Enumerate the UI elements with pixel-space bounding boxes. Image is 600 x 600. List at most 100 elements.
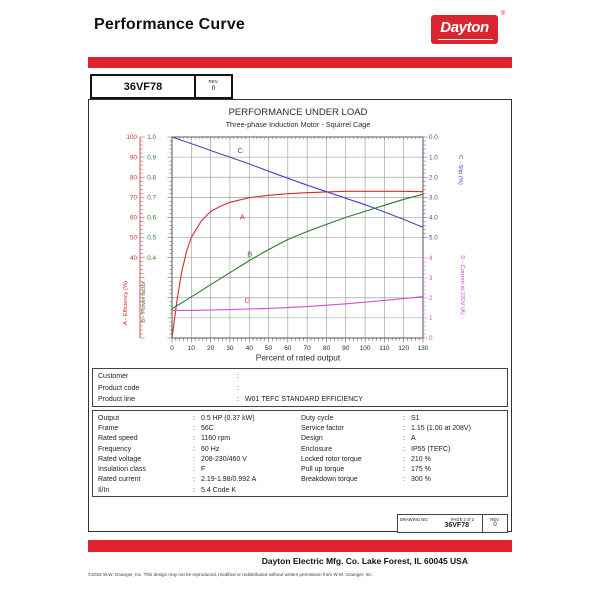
field-value: W01 TEFC STANDARD EFFICIENCY [245,395,363,403]
current-tick-label: 1 [429,315,433,322]
chart-subtitle: Three-phase Induction Motor - Squirrel C… [226,120,371,129]
spec-value: A [411,435,416,443]
power-factor-tick-label: 0.8 [147,174,156,181]
spec-value: IP55 (TEFC) [411,445,451,453]
spec-value: 60 Hz [201,445,220,453]
power-factor-axis-label: B - Power factor [141,281,147,323]
x-tick-label: 110 [379,345,390,352]
current-tick-label: 0 [429,335,433,342]
spec-label: Duty cycle [301,414,334,422]
efficiency-curve-label: A [240,212,245,221]
spec-row: Il/In:5.4 Code K [93,485,507,495]
power-factor-curve-label: B [247,250,252,259]
colon: : [193,466,195,474]
drawing-rev-value: 0 [493,522,497,529]
current-tick-label: 4 [429,255,433,262]
colon: : [403,445,405,453]
spec-value: 175 % [411,466,431,474]
spec-row: Frame:56C Service factor:1.15 (1.00 at 20… [93,423,507,433]
field-label: Product line [98,395,135,403]
footer-copyright: ©2015 W.W. Grainger, Inc. This design ma… [88,572,373,577]
x-tick-label: 20 [207,345,215,352]
x-tick-label: 40 [246,345,254,352]
x-tick-label: 50 [265,345,273,352]
x-tick-label: 30 [226,345,234,352]
current-tick-label: 2 [429,295,433,302]
efficiency-tick-label: 100 [126,134,137,141]
colon: : [193,445,195,453]
spec-label: Rated current [98,476,141,484]
dayton-logo: Dayton ® [431,11,505,44]
x-tick-label: 90 [342,345,350,352]
specs-table: Output:0.5 HP (0.37 kW) Duty cycle: S1 Fram… [92,410,508,497]
efficiency-tick-label: 40 [130,255,138,262]
customer-table: Customer: Product code: Product line: W01 T… [92,368,508,407]
spec-row: Rated voltage:208-230/460 V Locked rotor … [93,454,507,464]
x-tick-label: 60 [284,345,292,352]
colon: : [403,466,405,474]
x-tick-label: 80 [323,345,331,352]
colon: : [237,373,239,381]
efficiency-tick-label: 70 [130,195,138,202]
spec-value: 210 % [411,455,431,463]
slip-tick-label: 5.0 [429,235,438,242]
spec-value: 56C [201,424,214,432]
efficiency-tick-label: 60 [130,215,138,222]
model-number: 36VF78 [92,76,196,97]
efficiency-tick-label: 80 [130,174,138,181]
spec-label: Service factor [301,424,344,432]
power-factor-tick-label: 0.6 [147,215,156,222]
spec-row: Output:0.5 HP (0.37 kW) Duty cycle: S1 [93,413,507,423]
rev-value: 0 [211,85,216,93]
spec-label: Locked rotor torque [301,455,362,463]
x-tick-label: 10 [188,345,196,352]
x-tick-label: 0 [170,345,174,352]
colon: : [237,395,239,403]
colon: : [403,476,405,484]
power-factor-tick-label: 1.0 [147,134,156,141]
x-tick-label: 70 [304,345,312,352]
customer-row: Product code: [93,382,507,393]
top-red-bar [88,57,512,68]
spec-value: 1.15 (1.00 at 208V) [411,424,471,432]
performance-chart: PERFORMANCE UNDER LOAD Three-phase Induct… [123,107,465,363]
chart-title: PERFORMANCE UNDER LOAD [229,107,368,118]
slip-tick-label: 2.0 [429,174,438,181]
colon: : [403,455,405,463]
drawing-box-main: DRAWING NO. PAGE 2 of 2 36VF78 [398,515,483,532]
spec-value: 208-230/460 V [201,455,247,463]
rev-cell: REV. 0 [196,76,231,97]
power-factor-tick-label: 0.4 [147,255,156,262]
colon: : [193,476,195,484]
efficiency-axis-label: A - Efficiency (%) [123,281,129,325]
spec-label: Frame [98,424,119,432]
field-label: Customer [98,373,129,381]
colon: : [193,414,195,422]
model-number-box: 36VF78 REV. 0 [90,74,233,99]
power-factor-curve [171,193,424,310]
bottom-red-bar [88,540,512,552]
colon: : [237,384,239,392]
page-indicator: PAGE 2 of 2 [451,516,474,522]
page-title: Performance Curve [94,16,246,33]
spec-row: Insulation class: F Pull up torque:175 % [93,464,507,474]
x-tick-label: 130 [418,345,429,352]
spec-label: Rated speed [98,435,138,443]
x-axis-title: Percent of rated output [256,353,341,363]
spec-value: 5.4 Code K [201,486,237,494]
drawing-number-box: DRAWING NO. PAGE 2 of 2 36VF78 REV. 0 [397,514,508,533]
spec-label: Enclosure [301,445,333,453]
slip-tick-label: 0.0 [429,134,438,141]
power-factor-tick-label: 0.5 [147,235,156,242]
drawing-number: 36VF78 [444,522,469,529]
current-curve-label: D [245,296,251,305]
slip-tick-label: 1.0 [429,154,438,161]
dayton-logo-underline [438,38,493,40]
efficiency-tick-label: 90 [130,154,138,161]
slip-curve-label: C [238,146,244,155]
spec-label: Breakdown torque [301,476,358,484]
spec-value: 300 % [411,476,431,484]
spec-label: Frequency [98,445,132,453]
spec-value: 0.5 HP (0.37 kW) [201,414,255,422]
